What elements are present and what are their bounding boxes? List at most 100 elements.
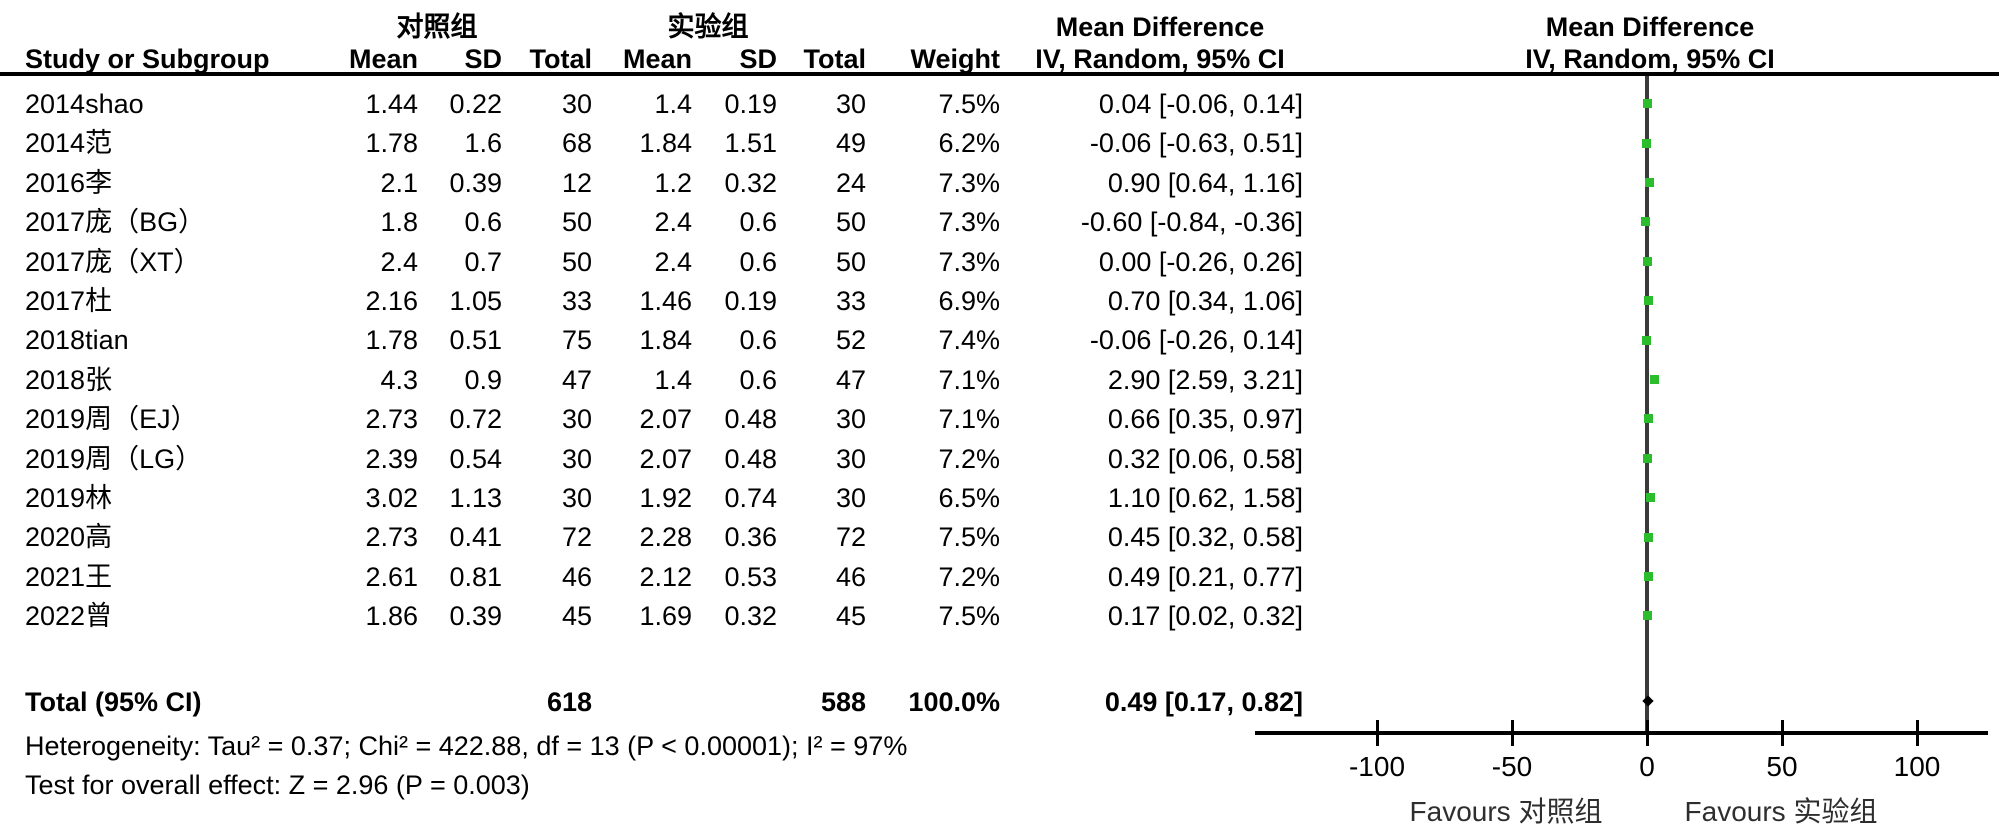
cell-c_mean: 2.39 — [365, 443, 418, 474]
effect-marker — [1643, 532, 1653, 542]
cell-e_mean: 1.84 — [639, 325, 692, 356]
effect-marker — [1642, 99, 1652, 109]
col-header-total1: Total — [529, 44, 593, 74]
favours-left-label: Favours 对照组 — [1409, 796, 1603, 827]
cell-c_sd: 0.54 — [449, 443, 502, 474]
cell-c_total: 30 — [561, 483, 592, 513]
md-title-right: Mean Difference — [1545, 12, 1755, 42]
cell-c_mean: 2.73 — [365, 522, 418, 553]
axis-tick — [1645, 720, 1649, 746]
cell-weight: 7.3% — [938, 167, 1000, 198]
axis-tick-label: 100 — [1893, 751, 1941, 782]
cell-c_total: 50 — [561, 207, 592, 238]
cell-c_sd: 0.22 — [449, 89, 502, 119]
cell-weight: 7.5% — [938, 522, 1000, 553]
cell-c_mean: 1.86 — [365, 601, 418, 632]
cell-ci_text: 2.90 [2.59, 3.21] — [1107, 364, 1303, 395]
cell-ci_text: 0.49 [0.21, 0.77] — [1107, 561, 1303, 592]
cell-e_mean: 1.2 — [654, 167, 692, 198]
cell-e_total: 33 — [835, 286, 866, 316]
cell-c_mean: 4.3 — [380, 364, 418, 395]
total-ci: 0.49 [0.17, 0.82] — [1104, 687, 1303, 717]
cell-c_total: 30 — [561, 443, 592, 474]
cell-weight: 6.9% — [938, 286, 1000, 316]
cell-e_sd: 0.6 — [739, 246, 777, 277]
study-row: 2020高 2.73 0.41 72 2.28 0.36 72 7.5% 0.45 [0.32,… — [0, 517, 1999, 557]
cell-e_total: 46 — [835, 561, 866, 592]
cell-c_sd: 1.13 — [449, 483, 502, 513]
cell-ci_text: 0.04 [-0.06, 0.14] — [1098, 89, 1303, 119]
cell-c_mean: 2.61 — [365, 561, 418, 592]
effect-marker — [1644, 178, 1654, 187]
study-row: 2019周（LG） 2.39 0.54 30 2.07 0.48 30 7.2% 0.32 [0… — [0, 439, 1999, 479]
cell-name: 2014范 — [25, 128, 113, 159]
cell-e_sd: 0.48 — [724, 404, 777, 435]
cell-e_mean: 1.4 — [654, 364, 692, 395]
cell-e_total: 30 — [835, 443, 866, 474]
cell-name: 2014shao — [25, 89, 144, 119]
cell-e_total: 30 — [835, 483, 866, 513]
effect-marker — [1644, 296, 1654, 306]
cell-name: 2019周（LG） — [25, 443, 203, 474]
cell-weight: 7.5% — [938, 89, 1000, 119]
cell-c_mean: 2.16 — [365, 286, 418, 316]
cell-e_sd: 0.32 — [724, 601, 777, 632]
cell-weight: 7.2% — [938, 561, 1000, 592]
col-header-mean1: Mean — [348, 44, 418, 74]
x-axis — [1255, 731, 1988, 735]
cell-e_total: 49 — [835, 128, 866, 159]
cell-e_mean: 2.07 — [639, 404, 692, 435]
cell-ci_text: 1.10 [0.62, 1.58] — [1107, 483, 1303, 513]
cell-e_mean: 2.28 — [639, 522, 692, 553]
cell-e_sd: 0.53 — [724, 561, 777, 592]
effect-marker — [1643, 453, 1653, 463]
col-header-ci-left: IV, Random, 95% CI — [1035, 44, 1285, 74]
effect-marker — [1642, 335, 1652, 345]
cell-e_sd: 0.6 — [739, 364, 777, 395]
col-header-study: Study or Subgroup — [25, 44, 270, 74]
cell-e_total: 30 — [835, 404, 866, 435]
axis-tick-label: 50 — [1766, 751, 1798, 782]
cell-weight: 7.4% — [938, 325, 1000, 356]
study-row: 2017杜 2.16 1.05 33 1.46 0.19 33 6.9% 0.70 [0.34,… — [0, 281, 1999, 321]
effect-marker — [1644, 414, 1654, 424]
cell-e_total: 72 — [835, 522, 866, 553]
zero-line — [1645, 76, 1649, 733]
cell-weight: 7.1% — [938, 364, 1000, 395]
cell-c_total: 30 — [561, 404, 592, 435]
col-header-total2: Total — [803, 44, 867, 74]
cell-e_mean: 1.84 — [639, 128, 692, 159]
cell-name: 2018tian — [25, 325, 129, 356]
cell-c_total: 72 — [561, 522, 592, 553]
cell-ci_text: -0.06 [-0.63, 0.51] — [1089, 128, 1303, 159]
cell-e_total: 50 — [835, 246, 866, 277]
heterogeneity-text: Heterogeneity: Tau² = 0.37; Chi² = 422.8… — [25, 731, 908, 761]
cell-c_mean: 2.1 — [380, 167, 418, 198]
study-row: 2014shao 1.44 0.22 30 1.4 0.19 30 7.5% 0.04 [-0.… — [0, 84, 1999, 124]
cell-c_total: 75 — [561, 325, 592, 356]
cell-ci_text: -0.60 [-0.84, -0.36] — [1080, 207, 1303, 238]
cell-name: 2022曾 — [25, 601, 113, 632]
col-header-sd2: SD — [739, 44, 777, 74]
cell-weight: 7.5% — [938, 601, 1000, 632]
study-row: 2019周（EJ） 2.73 0.72 30 2.07 0.48 30 7.1% 0.66 [0… — [0, 399, 1999, 439]
cell-c_mean: 3.02 — [365, 483, 418, 513]
axis-tick — [1375, 720, 1379, 746]
cell-ci_text: 0.17 [0.02, 0.32] — [1107, 601, 1303, 632]
cell-e_mean: 2.12 — [639, 561, 692, 592]
group1-header: 对照组 — [396, 12, 478, 42]
cell-e_mean: 2.4 — [654, 246, 692, 277]
col-header-ci-right: IV, Random, 95% CI — [1525, 44, 1775, 74]
cell-e_total: 45 — [835, 601, 866, 632]
axis-tick-label: -100 — [1348, 751, 1406, 782]
cell-e_total: 30 — [835, 89, 866, 119]
cell-e_mean: 2.07 — [639, 443, 692, 474]
cell-ci_text: 0.90 [0.64, 1.16] — [1107, 167, 1303, 198]
cell-c_mean: 2.73 — [365, 404, 418, 435]
effect-marker — [1643, 611, 1652, 621]
effect-marker — [1643, 572, 1653, 581]
study-row: 2014范 1.78 1.6 68 1.84 1.51 49 6.2% -0.06 [-0.63… — [0, 123, 1999, 163]
cell-ci_text: 0.70 [0.34, 1.06] — [1107, 286, 1303, 316]
study-row: 2018张 4.3 0.9 47 1.4 0.6 47 7.1% 2.90 [2.59, 3.2… — [0, 360, 1999, 400]
cell-weight: 6.5% — [938, 483, 1000, 513]
